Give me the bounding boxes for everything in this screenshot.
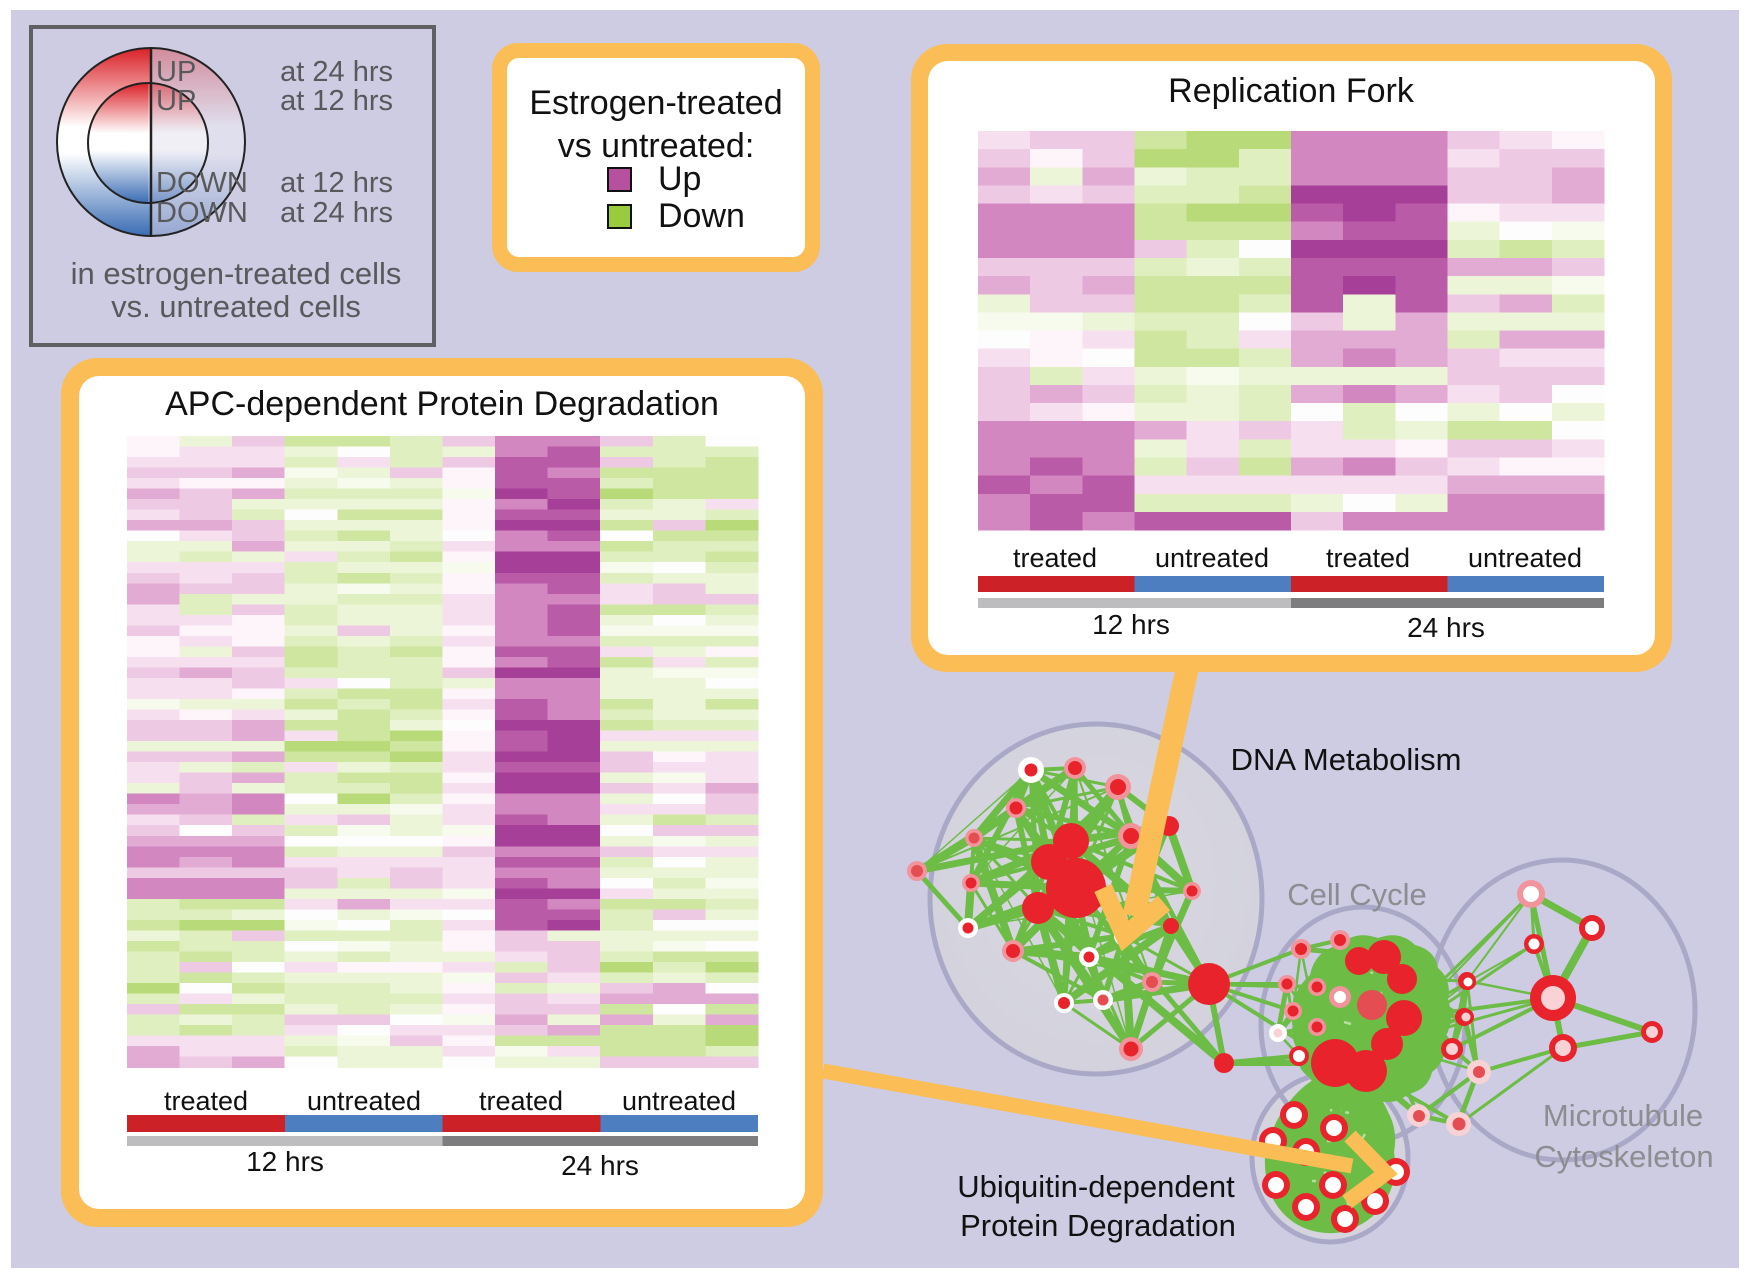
svg-text:24 hrs: 24 hrs bbox=[561, 1150, 639, 1181]
svg-text:at 24 hrs: at 24 hrs bbox=[280, 197, 393, 229]
svg-text:Cell Cycle: Cell Cycle bbox=[1287, 877, 1427, 912]
svg-text:APC-dependent Protein Degradat: APC-dependent Protein Degradation bbox=[165, 385, 719, 423]
svg-text:untreated: untreated bbox=[1468, 543, 1582, 573]
svg-text:DNA Metabolism: DNA Metabolism bbox=[1231, 742, 1462, 777]
svg-text:Protein Degradation: Protein Degradation bbox=[960, 1208, 1236, 1243]
svg-text:at 24 hrs: at 24 hrs bbox=[280, 56, 393, 88]
svg-text:Ubiquitin-dependent: Ubiquitin-dependent bbox=[957, 1169, 1235, 1204]
svg-text:in estrogen-treated cells: in estrogen-treated cells bbox=[71, 256, 402, 291]
svg-text:vs. untreated cells: vs. untreated cells bbox=[111, 289, 361, 324]
svg-text:Up: Up bbox=[658, 160, 701, 198]
svg-text:Down: Down bbox=[658, 197, 745, 235]
svg-text:Cytoskeleton: Cytoskeleton bbox=[1534, 1139, 1713, 1174]
svg-text:12 hrs: 12 hrs bbox=[246, 1146, 324, 1177]
svg-text:DOWN: DOWN bbox=[156, 197, 248, 229]
svg-text:at 12 hrs: at 12 hrs bbox=[280, 85, 393, 117]
svg-text:UP: UP bbox=[156, 56, 196, 88]
svg-text:DOWN: DOWN bbox=[156, 167, 248, 199]
svg-text:untreated: untreated bbox=[307, 1086, 421, 1116]
svg-text:Estrogen-treated: Estrogen-treated bbox=[529, 84, 782, 122]
svg-text:Microtubule: Microtubule bbox=[1543, 1098, 1703, 1133]
svg-text:UP: UP bbox=[156, 85, 196, 117]
svg-text:treated: treated bbox=[1013, 543, 1097, 573]
svg-text:24 hrs: 24 hrs bbox=[1407, 612, 1485, 643]
svg-text:at 12 hrs: at 12 hrs bbox=[280, 167, 393, 199]
svg-text:Replication Fork: Replication Fork bbox=[1168, 72, 1415, 110]
svg-text:12 hrs: 12 hrs bbox=[1092, 609, 1170, 640]
svg-text:treated: treated bbox=[1326, 543, 1410, 573]
svg-text:treated: treated bbox=[164, 1086, 248, 1116]
svg-text:untreated: untreated bbox=[1155, 543, 1269, 573]
svg-text:untreated: untreated bbox=[622, 1086, 736, 1116]
svg-text:vs untreated:: vs untreated: bbox=[558, 127, 755, 165]
svg-text:treated: treated bbox=[479, 1086, 563, 1116]
